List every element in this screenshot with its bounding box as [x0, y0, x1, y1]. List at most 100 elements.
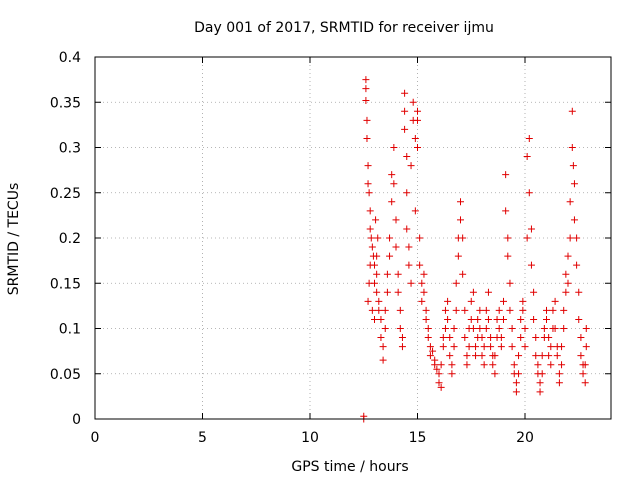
data-point: [530, 315, 538, 323]
data-point: [366, 207, 374, 215]
data-point: [422, 306, 430, 314]
data-point: [582, 343, 590, 351]
data-point: [465, 343, 473, 351]
data-point: [429, 347, 437, 355]
x-tick-label: 10: [301, 430, 319, 446]
data-point: [489, 361, 497, 369]
data-point: [398, 334, 406, 342]
data-point: [411, 207, 419, 215]
data-point: [365, 279, 373, 287]
data-point: [422, 315, 430, 323]
data-point: [375, 297, 383, 305]
data-point: [562, 270, 570, 278]
data-point: [469, 325, 477, 332]
data-point: [364, 297, 372, 305]
data-point: [450, 343, 458, 351]
data-point: [538, 370, 546, 378]
data-point: [433, 365, 441, 373]
data-point: [452, 306, 460, 314]
data-point: [448, 370, 456, 378]
data-point: [502, 207, 510, 215]
data-point: [555, 370, 563, 378]
data-point: [568, 107, 576, 115]
data-point: [373, 288, 381, 296]
data-point: [441, 306, 449, 314]
data-point: [508, 325, 516, 332]
data-point: [555, 379, 563, 387]
data-point: [549, 306, 557, 314]
data-point: [444, 315, 452, 323]
data-point: [418, 297, 426, 305]
data-point: [536, 388, 544, 396]
data-point: [581, 361, 589, 369]
data-point: [394, 288, 402, 296]
x-axis-label: GPS time / hours: [291, 459, 408, 475]
data-point: [362, 96, 370, 104]
data-point: [562, 288, 570, 296]
data-point: [381, 325, 389, 332]
data-point: [504, 252, 512, 260]
data-point: [420, 288, 428, 296]
data-point: [582, 325, 590, 332]
data-point: [500, 315, 507, 323]
data-point: [426, 343, 434, 351]
data-point: [414, 107, 421, 115]
data-point: [525, 134, 533, 142]
data-point: [403, 153, 411, 161]
y-tick-label: 0.35: [50, 95, 81, 111]
data-point: [543, 306, 550, 314]
data-point: [478, 352, 486, 360]
data-point: [551, 297, 559, 305]
data-point: [383, 288, 391, 296]
data-point: [403, 189, 411, 197]
data-point: [545, 334, 553, 342]
data-point: [439, 334, 447, 342]
data-point: [414, 144, 421, 151]
data-point: [403, 225, 411, 233]
data-point: [405, 243, 413, 251]
data-point: [372, 216, 380, 224]
data-point: [523, 153, 531, 161]
data-point: [396, 306, 404, 314]
data-point: [504, 234, 512, 242]
data-point: [527, 225, 535, 233]
data-point: [553, 352, 561, 360]
data-point: [401, 125, 409, 133]
data-point: [364, 180, 372, 188]
chart-title: Day 001 of 2017, SRMTID for receiver ijm…: [194, 20, 494, 36]
data-point: [497, 343, 505, 351]
data-point: [519, 297, 527, 305]
data-point: [515, 370, 523, 378]
data-point: [416, 261, 424, 269]
data-point: [379, 343, 387, 351]
data-point: [521, 343, 529, 351]
data-point: [519, 306, 527, 314]
data-point: [579, 370, 587, 378]
data-point: [366, 261, 374, 269]
data-point: [414, 116, 421, 124]
plot-frame: [94, 56, 612, 420]
data-point: [564, 252, 572, 260]
data-point: [362, 85, 370, 93]
y-axis-label: SRMTID / TECUs: [6, 183, 22, 296]
data-point: [502, 171, 510, 179]
data-point: [564, 279, 572, 287]
data-point: [388, 171, 396, 179]
data-point: [373, 270, 381, 278]
data-point: [390, 144, 398, 151]
data-point: [512, 379, 520, 387]
data-point: [573, 261, 581, 269]
data-point: [401, 107, 409, 115]
data-point: [575, 288, 583, 296]
data-point: [547, 343, 555, 351]
data-point: [461, 334, 469, 342]
data-point: [566, 234, 574, 242]
data-point: [459, 270, 467, 278]
data-point: [392, 216, 400, 224]
data-point: [482, 325, 490, 332]
data-point: [459, 234, 467, 242]
data-point: [390, 180, 398, 188]
data-point: [569, 162, 577, 170]
data-point: [525, 189, 533, 197]
data-point: [424, 325, 432, 332]
